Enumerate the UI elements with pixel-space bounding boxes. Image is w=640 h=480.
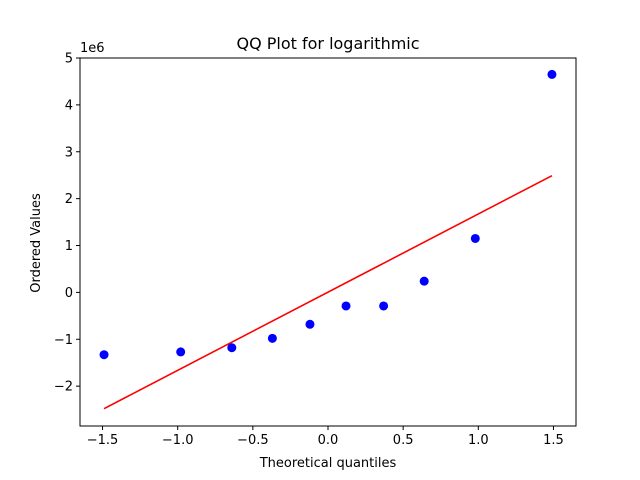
y-tick-label: −2 — [54, 380, 73, 395]
x-tick-label: 1.5 — [543, 433, 564, 448]
y-axis-label: Ordered Values — [29, 193, 44, 293]
data-point — [99, 350, 109, 360]
y-tick-label: 5 — [65, 52, 73, 67]
data-marks — [99, 69, 557, 410]
data-point — [305, 319, 315, 329]
data-point — [227, 343, 237, 353]
plot-frame — [79, 57, 577, 427]
data-point — [470, 233, 480, 243]
data-point — [176, 347, 186, 357]
y-tick-label: 0 — [65, 286, 73, 301]
data-point — [379, 301, 389, 311]
data-point — [341, 301, 351, 311]
y-tick-label: 4 — [65, 98, 73, 113]
y-axis-ticks: −2 −1 0 1 2 3 4 5 — [54, 52, 80, 395]
y-tick-label: 3 — [65, 145, 73, 160]
y-tick-label: −1 — [54, 333, 73, 348]
y-tick-label: 2 — [65, 192, 73, 207]
chart-title: QQ Plot for logarithmic — [236, 34, 419, 53]
fit-line — [103, 174, 553, 410]
y-tick-label: 1 — [65, 239, 73, 254]
data-point — [267, 333, 277, 343]
data-point — [547, 69, 557, 79]
y-offset-label: 1e6 — [80, 41, 105, 56]
x-tick-label: −1.5 — [87, 433, 119, 448]
x-tick-label: −1.0 — [162, 433, 194, 448]
x-tick-label: 0.0 — [318, 433, 339, 448]
x-tick-label: −0.5 — [237, 433, 269, 448]
x-tick-label: 0.5 — [393, 433, 414, 448]
x-axis-label: Theoretical quantiles — [259, 456, 397, 471]
x-axis-ticks: −1.5 −1.0 −0.5 0.0 0.5 1.0 1.5 — [87, 426, 564, 448]
data-point — [419, 276, 429, 286]
x-tick-label: 1.0 — [468, 433, 489, 448]
